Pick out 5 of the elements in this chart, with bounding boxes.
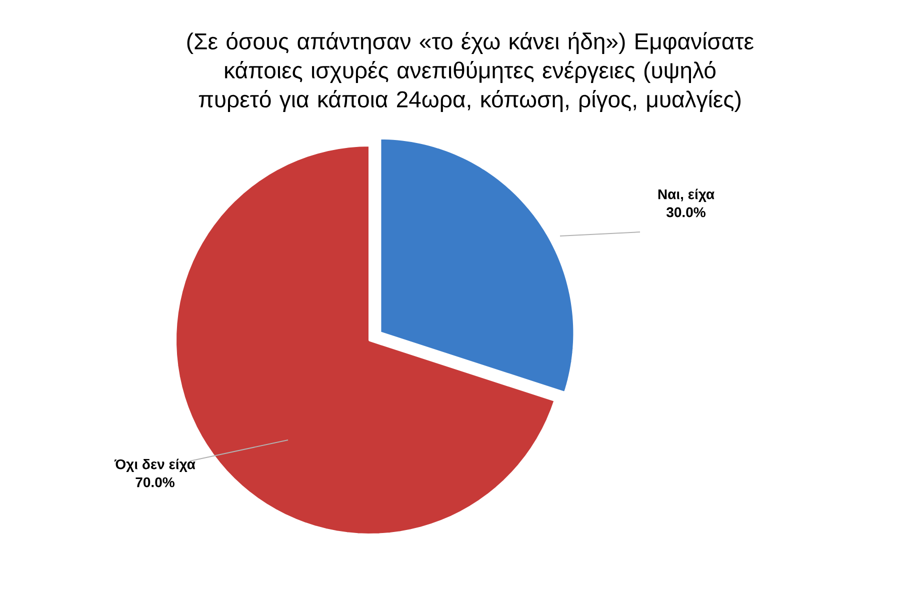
chart-title: (Σε όσους απάντησαν «το έχω κάνει ήδη») Εμφανίσατε κάποιες ισχυρές ανεπιθύμητες ενέργειες (υψηλό πυρετό για κάποια 24ωρα, κόπωση, ρίγος, μυαλγίες) xyxy=(187,32,754,112)
data-label: 70.0% xyxy=(136,477,174,488)
slice-label: Όχι δεν είχα xyxy=(114,458,196,472)
slice-label: Ναι, είχα xyxy=(658,188,714,202)
data-label: 30.0% xyxy=(666,207,706,218)
